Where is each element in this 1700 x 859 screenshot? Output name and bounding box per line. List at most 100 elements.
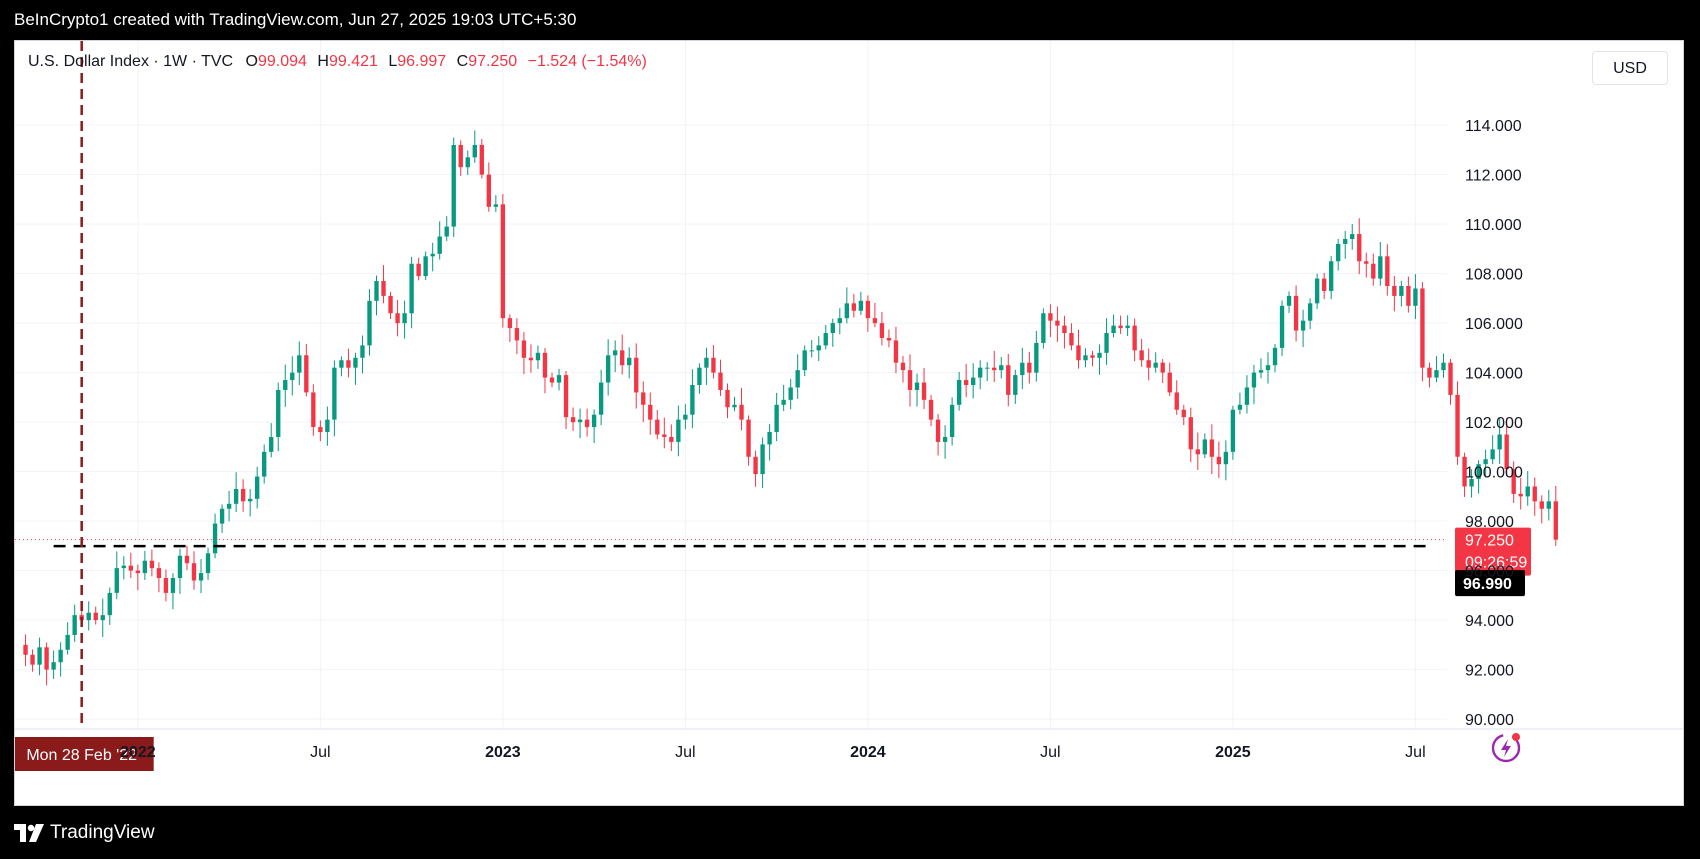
- candle-body: [535, 352, 541, 361]
- candle-body: [999, 365, 1004, 371]
- tradingview-logo[interactable]: TradingView: [14, 822, 155, 844]
- attribution-bar: BeInCrypto1 created with TradingView.com…: [0, 0, 1700, 40]
- candle-body: [1511, 469, 1516, 494]
- candle-body: [1153, 362, 1158, 368]
- candle-body: [641, 392, 646, 405]
- candle-body: [935, 419, 941, 442]
- candle-body: [886, 337, 892, 341]
- candle-body: [1237, 404, 1243, 410]
- candle-body: [262, 451, 267, 477]
- candle-body: [963, 380, 969, 385]
- candle-body: [971, 377, 976, 385]
- candle-body: [1286, 295, 1292, 306]
- candle-body: [93, 612, 98, 621]
- candle-body: [992, 367, 997, 371]
- candle-body: [1181, 409, 1186, 418]
- candle-body: [732, 404, 737, 408]
- candle-body: [823, 333, 828, 346]
- candle-body: [479, 144, 484, 175]
- candle-body: [577, 419, 583, 423]
- candle-body: [788, 387, 793, 400]
- candle-body: [346, 360, 351, 368]
- currency-button[interactable]: USD: [1592, 51, 1668, 85]
- y-tick-label: 98.000: [1465, 514, 1514, 531]
- candle-body: [430, 253, 435, 257]
- chart-panel[interactable]: Mon 28 Feb '22 97.250 09:26:59 96.990 90.00…: [14, 40, 1684, 806]
- footer-bar: TradingView: [0, 808, 1700, 859]
- candle-body: [1251, 372, 1257, 388]
- tv-logo-icon: [14, 824, 44, 842]
- candle-body: [1406, 286, 1411, 306]
- candle-body: [1413, 288, 1418, 306]
- candle-body: [1244, 387, 1250, 405]
- candle-body: [521, 340, 527, 358]
- candle-body: [458, 144, 463, 168]
- candle-body: [1188, 417, 1193, 450]
- candle-body: [1041, 313, 1046, 343]
- candle-body: [1364, 261, 1369, 264]
- crosshair-date-box: [15, 737, 154, 771]
- candle-body: [1097, 352, 1102, 358]
- lightning-icon[interactable]: [1489, 729, 1525, 765]
- candle-body: [1083, 355, 1088, 361]
- candle-body: [598, 382, 604, 415]
- candle-body: [219, 508, 225, 524]
- candle-body: [318, 427, 323, 433]
- candle-body: [44, 647, 49, 670]
- candle-body: [914, 382, 920, 390]
- candle-body: [465, 157, 470, 168]
- candle-body: [1532, 486, 1537, 502]
- last-price-label: 97.250: [1465, 533, 1514, 550]
- candle-body: [409, 263, 414, 314]
- candle-body: [1441, 362, 1446, 371]
- candle-body: [1034, 342, 1039, 373]
- candle-body: [1216, 456, 1222, 465]
- candlestick-chart[interactable]: Mon 28 Feb '22 97.250 09:26:59 96.990 90.00…: [15, 41, 1683, 805]
- candle-body: [311, 392, 316, 428]
- candle-body: [1174, 392, 1179, 410]
- candle-body: [620, 350, 625, 366]
- candle-body: [669, 436, 674, 442]
- candle-body: [163, 578, 169, 593]
- candle-body: [360, 345, 365, 358]
- candle-body: [1504, 434, 1509, 470]
- candle-body: [1455, 394, 1460, 457]
- y-tick-label: 92.000: [1465, 663, 1514, 680]
- y-tick-label: 100.000: [1465, 465, 1523, 482]
- candle-body: [879, 323, 885, 338]
- candle-body: [1476, 464, 1481, 480]
- candle-body: [233, 488, 239, 504]
- candle-body: [514, 328, 520, 341]
- candle-body: [662, 434, 667, 437]
- candle-body: [767, 432, 772, 445]
- candle-body: [472, 144, 477, 158]
- candle-body: [760, 444, 765, 475]
- candle-body: [1307, 303, 1313, 321]
- candle-body: [704, 357, 709, 368]
- candle-body: [528, 357, 534, 361]
- candle-body: [1006, 365, 1011, 395]
- candle-body: [1132, 325, 1137, 351]
- candle-body: [1539, 501, 1544, 509]
- low-value: 96.997: [397, 53, 447, 70]
- x-tick-label: Jul: [675, 744, 695, 761]
- candle-body: [1399, 286, 1404, 296]
- candle-body: [191, 563, 197, 581]
- candle-body: [486, 174, 491, 207]
- time-axis: 2022 Jul 2023 Jul 2024 Jul 2025 Jul: [120, 744, 1426, 761]
- y-tick-label: 106.000: [1465, 316, 1523, 333]
- candle-body: [928, 399, 934, 420]
- candle-body: [212, 523, 218, 554]
- candle-body: [51, 662, 56, 670]
- symbol-label[interactable]: U.S. Dollar Index · 1W · TVC: [28, 53, 234, 70]
- candle-body: [1518, 493, 1523, 497]
- candle-body: [170, 578, 176, 593]
- candle-body: [830, 323, 835, 334]
- candle-body: [865, 300, 871, 319]
- candle-body: [781, 399, 786, 405]
- candle-body: [1434, 370, 1439, 378]
- candle-body: [1209, 439, 1215, 457]
- y-tick-label: 94.000: [1465, 613, 1514, 630]
- candle-body: [1223, 451, 1229, 465]
- candle-body: [739, 404, 744, 420]
